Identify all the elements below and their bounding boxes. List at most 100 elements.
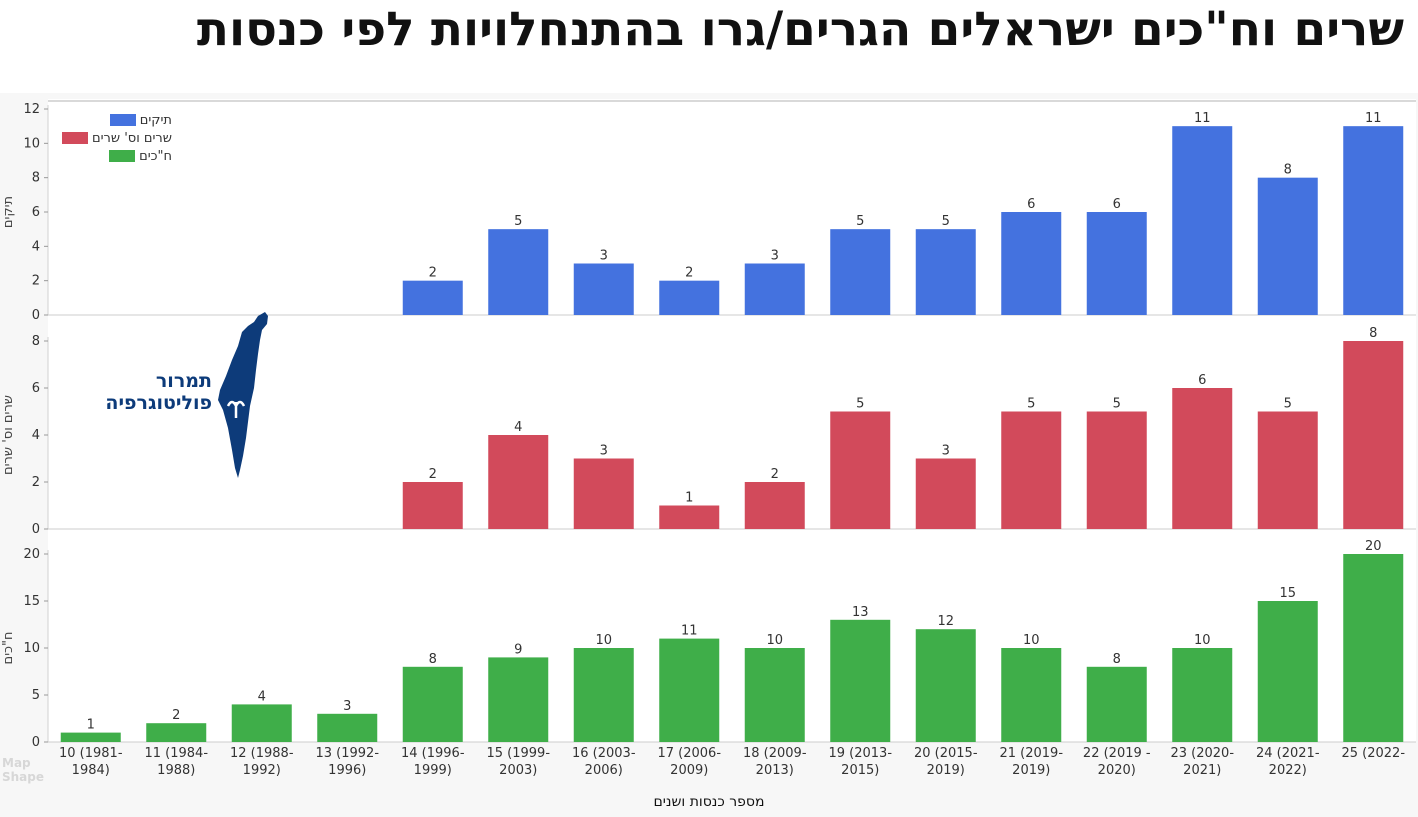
data-label: 5 bbox=[942, 214, 950, 229]
data-label: 6 bbox=[1198, 373, 1206, 388]
bar bbox=[1343, 126, 1404, 315]
y-axis-title-1: שרים וס' שרים bbox=[1, 395, 16, 475]
bar bbox=[1086, 212, 1147, 315]
data-label: 10 bbox=[595, 633, 612, 648]
y-tick-label: 6 bbox=[32, 205, 40, 220]
y-axis-title-2: ח"כים bbox=[1, 632, 16, 665]
data-label: 10 bbox=[766, 633, 783, 648]
x-tick-label: 1984) bbox=[72, 763, 110, 778]
y-tick-label: 10 bbox=[23, 641, 40, 656]
data-label: 1 bbox=[87, 718, 95, 733]
logo-text: תמרור פוליטוגרפיה bbox=[88, 370, 212, 414]
x-tick-label: 10 (1981- bbox=[59, 746, 123, 761]
bar bbox=[1172, 126, 1233, 315]
bar bbox=[488, 229, 549, 315]
y-tick-label: 8 bbox=[32, 334, 40, 349]
data-label: 3 bbox=[600, 249, 608, 264]
data-label: 5 bbox=[514, 214, 522, 229]
data-label: 5 bbox=[1113, 397, 1121, 412]
bar bbox=[1001, 411, 1062, 529]
chart-title: שרים וח"כים ישראלים הגרים/גרו בהתנחלויות… bbox=[196, 2, 1404, 57]
bar bbox=[659, 638, 720, 742]
data-label: 2 bbox=[172, 708, 180, 723]
data-label: 2 bbox=[429, 467, 437, 482]
x-tick-label: 17 (2006- bbox=[657, 746, 721, 761]
bar bbox=[488, 435, 549, 529]
legend-item-mks: ח"כים bbox=[62, 147, 172, 165]
bar bbox=[1343, 554, 1404, 742]
x-tick-label: 11 (1984- bbox=[144, 746, 208, 761]
x-tick-label: 22 (2019 - bbox=[1083, 746, 1151, 761]
bar bbox=[488, 657, 549, 742]
x-tick-label: 14 (1996- bbox=[401, 746, 465, 761]
y-tick-label: 4 bbox=[32, 239, 40, 254]
watermark: Map Shape bbox=[2, 756, 44, 784]
data-label: 11 bbox=[1194, 111, 1211, 126]
y-tick-label: 5 bbox=[32, 688, 40, 703]
legend-swatch-tikim bbox=[109, 114, 136, 126]
x-axis-title: מספר כנסות ושנים bbox=[653, 794, 765, 810]
y-tick-label: 20 bbox=[23, 547, 40, 562]
bar bbox=[402, 666, 463, 742]
bar bbox=[1257, 601, 1318, 742]
y-tick-label: 2 bbox=[32, 274, 40, 289]
israel-map-logo-icon bbox=[218, 312, 268, 478]
data-label: 3 bbox=[942, 444, 950, 459]
data-label: 2 bbox=[685, 266, 693, 281]
bar bbox=[915, 629, 976, 742]
x-tick-label: 2003) bbox=[499, 763, 537, 778]
x-tick-label: 19 (2013- bbox=[828, 746, 892, 761]
legend: תיקים שרים וס' שרים ח"כים bbox=[62, 111, 172, 165]
bar bbox=[573, 263, 634, 315]
data-label: 5 bbox=[856, 397, 864, 412]
data-label: 3 bbox=[600, 444, 608, 459]
bar bbox=[1086, 411, 1147, 529]
data-label: 8 bbox=[1369, 326, 1377, 341]
x-tick-label: 25 (2022- bbox=[1341, 746, 1405, 761]
bar bbox=[573, 648, 634, 742]
x-tick-label: 2015) bbox=[841, 763, 879, 778]
y-tick-label: 8 bbox=[32, 171, 40, 186]
legend-item-sarim: שרים וס' שרים bbox=[62, 129, 172, 147]
x-tick-label: 24 (2021- bbox=[1256, 746, 1320, 761]
data-label: 6 bbox=[1113, 197, 1121, 212]
y-tick-label: 12 bbox=[23, 102, 40, 117]
bar bbox=[1086, 666, 1147, 742]
bar bbox=[659, 505, 720, 529]
bar bbox=[659, 280, 720, 315]
bar bbox=[830, 229, 891, 315]
x-tick-label: 23 (2020- bbox=[1170, 746, 1234, 761]
data-label: 12 bbox=[937, 614, 954, 629]
bar bbox=[1172, 648, 1233, 742]
data-label: 2 bbox=[429, 266, 437, 281]
x-tick-label: 2021) bbox=[1183, 763, 1221, 778]
bar bbox=[146, 723, 207, 742]
y-tick-label: 0 bbox=[32, 522, 40, 537]
legend-item-tikim: תיקים bbox=[62, 111, 172, 129]
bar bbox=[1257, 411, 1318, 529]
x-tick-label: 1999) bbox=[414, 763, 452, 778]
data-label: 10 bbox=[1023, 633, 1040, 648]
bar bbox=[744, 648, 805, 742]
y-tick-label: 2 bbox=[32, 475, 40, 490]
x-tick-label: 2006) bbox=[585, 763, 623, 778]
x-tick-label: 1996) bbox=[328, 763, 366, 778]
x-tick-label: 13 (1992- bbox=[315, 746, 379, 761]
x-tick-label: 1992) bbox=[243, 763, 281, 778]
bar bbox=[1343, 341, 1404, 529]
data-label: 9 bbox=[514, 642, 522, 657]
y-tick-label: 10 bbox=[23, 136, 40, 151]
bar bbox=[915, 458, 976, 529]
bar bbox=[830, 411, 891, 529]
data-label: 4 bbox=[514, 420, 522, 435]
legend-label-mks: ח"כים bbox=[139, 148, 172, 164]
x-tick-label: 12 (1988- bbox=[230, 746, 294, 761]
y-tick-label: 4 bbox=[32, 428, 40, 443]
y-tick-label: 0 bbox=[32, 735, 40, 750]
bar bbox=[1001, 212, 1062, 315]
y-axis-title-0: תיקים bbox=[1, 196, 16, 228]
data-label: 15 bbox=[1279, 586, 1296, 601]
data-label: 5 bbox=[1284, 397, 1292, 412]
x-tick-label: 16 (2003- bbox=[572, 746, 636, 761]
